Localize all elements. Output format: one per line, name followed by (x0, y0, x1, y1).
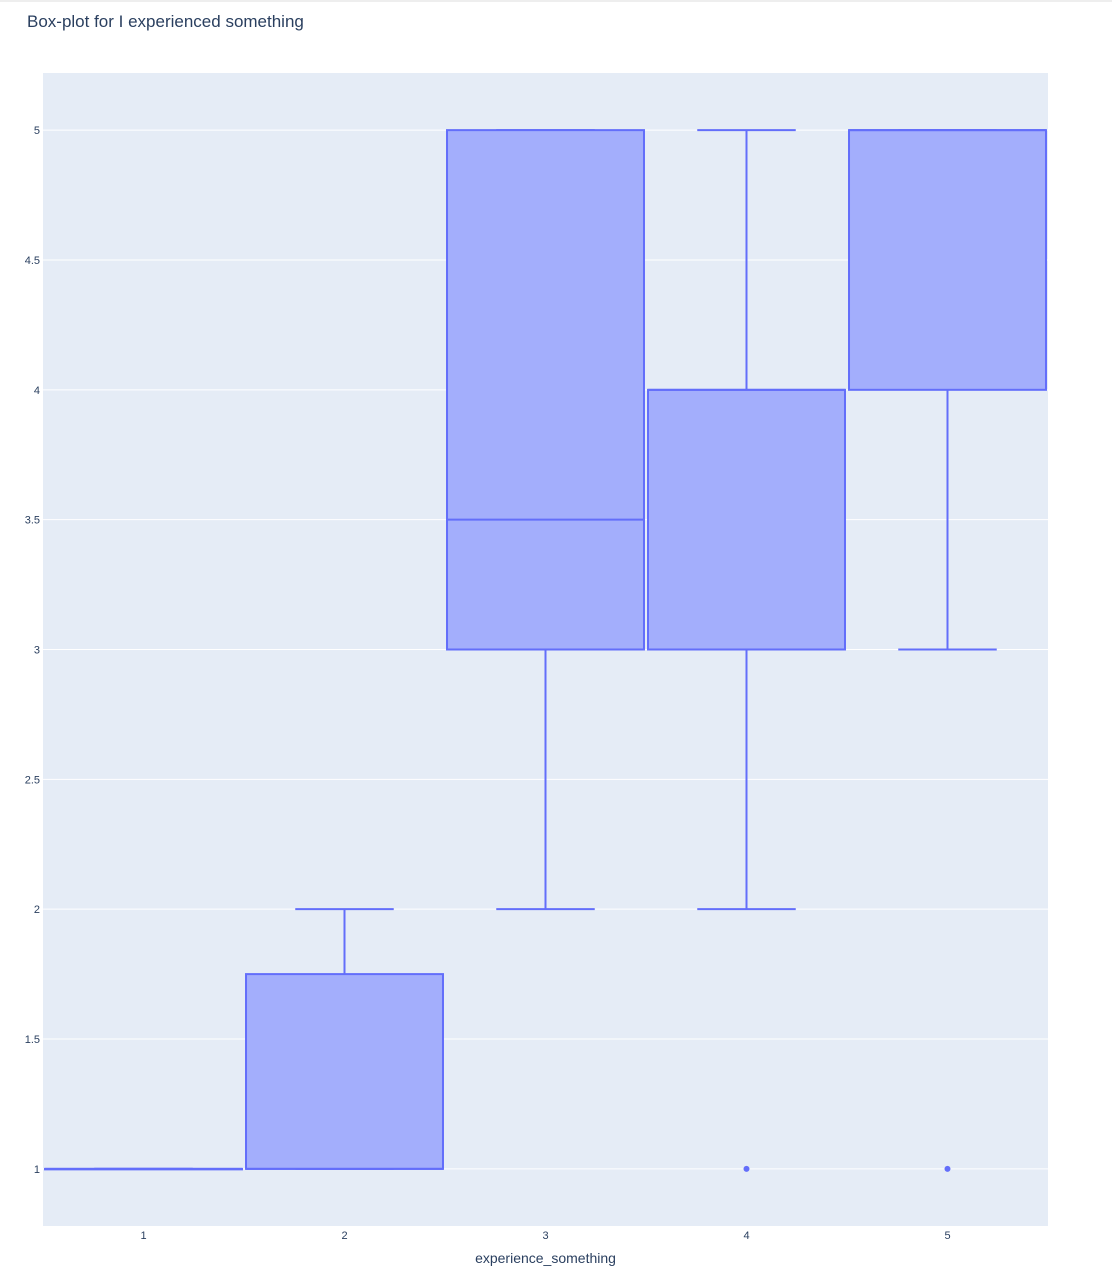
boxes (44, 129, 1047, 1172)
box-iqr (446, 129, 645, 651)
box-3 (446, 129, 645, 911)
x-axis-title: experience_something (475, 1250, 616, 1266)
box-5 (848, 129, 1047, 1172)
top-divider (0, 0, 1112, 2)
box-iqr (245, 973, 444, 1170)
x-axis-ticks: 1 2 3 4 5 (140, 1230, 950, 1242)
box-4 (647, 129, 846, 1172)
y-tick-label: 3.5 (25, 515, 40, 527)
outlier-point (743, 1165, 750, 1172)
y-tick-label: 5 (34, 125, 40, 137)
chart-title: Box-plot for I experienced something (27, 12, 304, 31)
y-tick-label: 3 (34, 645, 40, 657)
y-axis-ticks: 1 1.5 2 2.5 3 3.5 4 4.5 5 (25, 125, 40, 1176)
y-tick-label: 2 (34, 904, 40, 916)
y-tick-label: 1 (34, 1164, 40, 1176)
x-tick-label: 2 (341, 1230, 347, 1242)
y-tick-label: 4 (34, 385, 40, 397)
box-iqr (647, 388, 846, 651)
x-tick-label: 1 (140, 1230, 146, 1242)
y-tick-label: 2.5 (25, 774, 40, 786)
outlier-point (944, 1165, 951, 1172)
x-tick-label: 3 (542, 1230, 548, 1242)
box-2 (245, 908, 444, 1170)
x-tick-label: 5 (944, 1230, 950, 1242)
y-tick-label: 1.5 (25, 1034, 40, 1046)
box-1 (44, 1167, 243, 1171)
box-iqr (848, 129, 1047, 391)
x-tick-label: 4 (743, 1230, 749, 1242)
y-tick-label: 4.5 (25, 255, 40, 267)
